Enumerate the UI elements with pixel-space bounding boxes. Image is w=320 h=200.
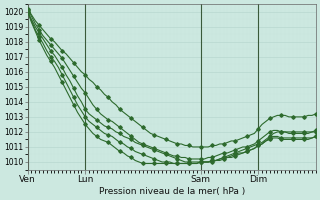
X-axis label: Pression niveau de la mer( hPa ): Pression niveau de la mer( hPa ) [99, 187, 245, 196]
